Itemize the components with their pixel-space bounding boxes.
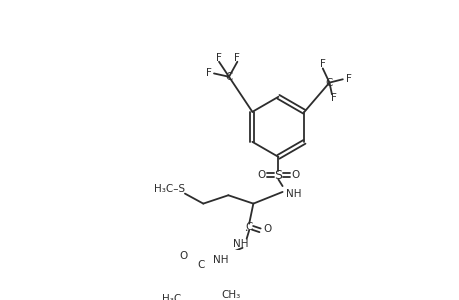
Text: C: C — [196, 260, 204, 270]
Text: H₃C–S: H₃C–S — [153, 184, 184, 194]
Text: C: C — [225, 72, 232, 82]
Text: NH: NH — [285, 189, 301, 199]
Text: F: F — [319, 59, 325, 69]
Text: H₃C: H₃C — [162, 294, 181, 300]
Text: O: O — [291, 170, 298, 180]
Text: F: F — [234, 52, 240, 63]
Text: F: F — [206, 68, 212, 78]
Text: C: C — [245, 222, 252, 232]
Text: O: O — [179, 251, 187, 261]
Text: F: F — [330, 94, 336, 103]
Text: F: F — [216, 52, 221, 63]
Text: •: • — [244, 228, 247, 233]
Text: NH: NH — [213, 254, 228, 265]
Text: NH: NH — [233, 239, 248, 250]
Text: O: O — [263, 224, 271, 235]
Text: S: S — [274, 169, 282, 182]
Text: CH₃: CH₃ — [221, 290, 240, 300]
Text: C: C — [325, 78, 332, 88]
Text: O: O — [257, 170, 265, 180]
Text: F: F — [345, 74, 351, 84]
